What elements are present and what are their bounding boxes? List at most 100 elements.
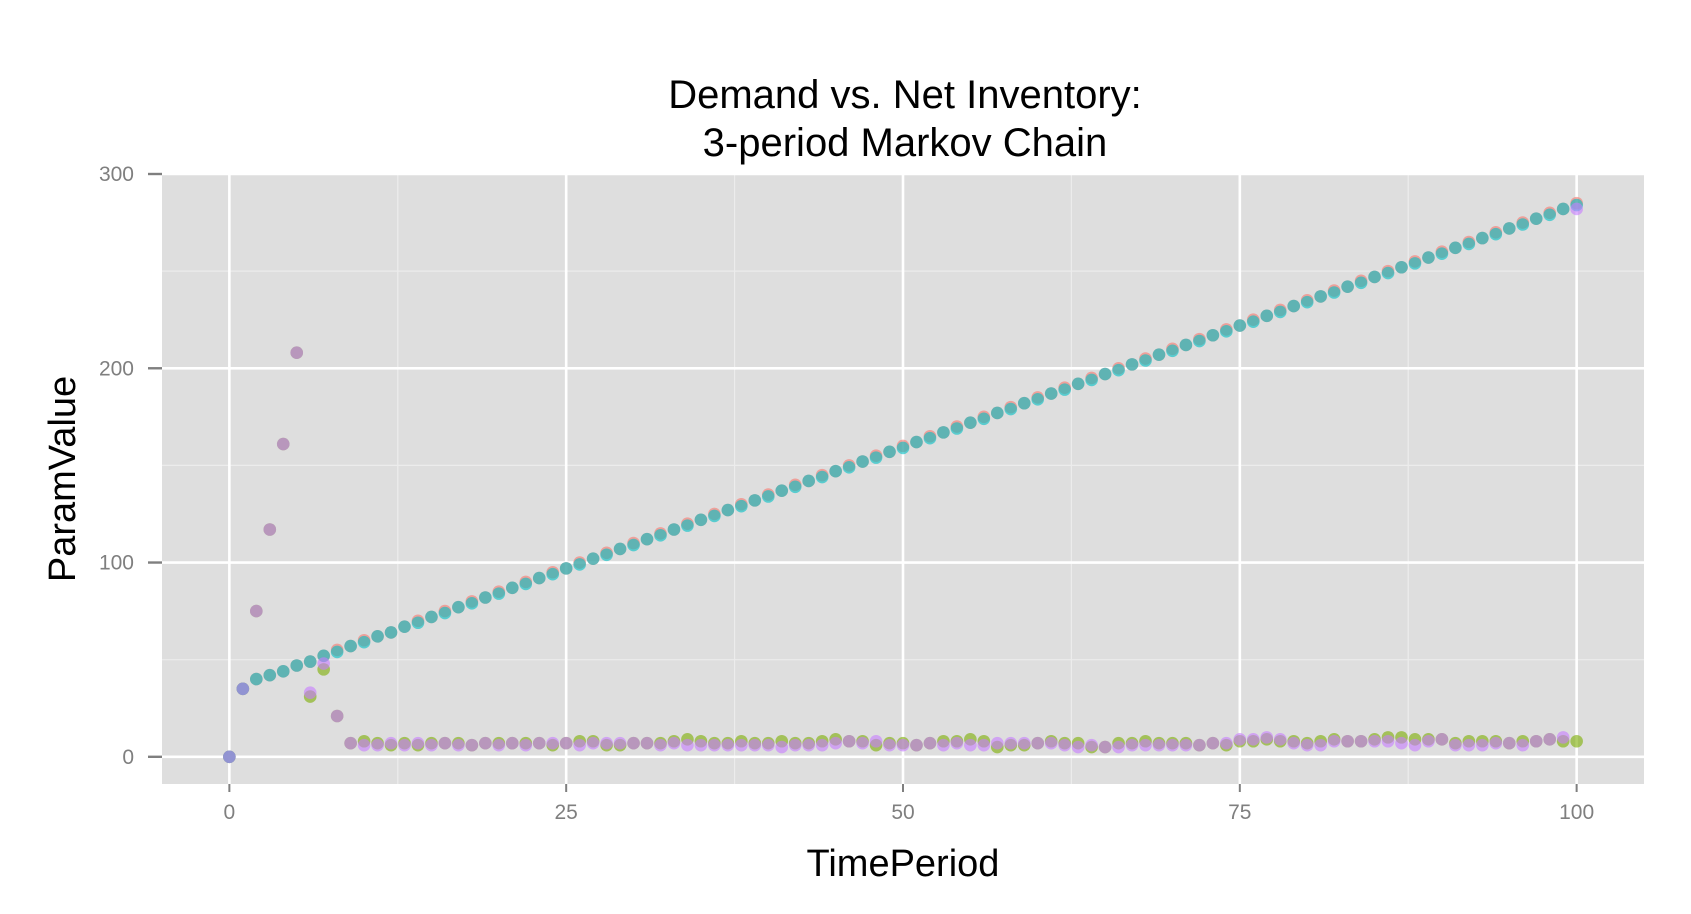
data-point-series-3 bbox=[1502, 222, 1516, 235]
data-point-series-4 bbox=[1273, 733, 1287, 746]
data-point-series-4 bbox=[357, 738, 371, 752]
data-point-series-4 bbox=[586, 736, 600, 750]
data-point-series-3 bbox=[1031, 393, 1045, 406]
data-point-series-4 bbox=[1449, 738, 1462, 752]
data-point-series-3 bbox=[1152, 348, 1166, 361]
data-point-series-3 bbox=[1287, 299, 1301, 313]
data-point-series-4 bbox=[425, 738, 438, 752]
data-point-series-4 bbox=[1071, 740, 1085, 754]
x-tick-label: 25 bbox=[555, 801, 578, 824]
data-point-series-3 bbox=[559, 562, 573, 575]
data-point-series-3 bbox=[775, 484, 789, 497]
data-point-series-3 bbox=[411, 616, 425, 630]
data-point-series-4 bbox=[465, 738, 479, 752]
data-point-series-4 bbox=[573, 738, 586, 752]
data-point-series-4 bbox=[479, 736, 492, 750]
data-point-series-3 bbox=[977, 412, 991, 426]
chart-title-line-1: Demand vs. Net Inventory: bbox=[668, 73, 1142, 117]
data-point-series-4 bbox=[532, 736, 546, 750]
data-point-series-3 bbox=[815, 470, 829, 484]
data-point-series-4 bbox=[236, 682, 250, 696]
data-point-series-3 bbox=[492, 587, 506, 600]
data-point-series-3 bbox=[1341, 280, 1354, 293]
data-point-series-3 bbox=[1233, 319, 1247, 332]
data-point-series-4 bbox=[1314, 738, 1327, 752]
data-point-series-3 bbox=[276, 665, 290, 678]
data-point-series-4 bbox=[1422, 734, 1435, 748]
data-point-series-3 bbox=[735, 499, 748, 513]
data-points bbox=[223, 196, 1583, 764]
data-point-series-4 bbox=[1570, 202, 1583, 216]
data-point-series-4 bbox=[1354, 734, 1368, 748]
data-point-series-4 bbox=[842, 734, 856, 748]
data-point-series-3 bbox=[1489, 227, 1503, 241]
data-point-series-3 bbox=[681, 519, 694, 532]
data-point-series-3 bbox=[1556, 202, 1570, 216]
data-point-series-4 bbox=[681, 738, 694, 752]
data-point-series-3 bbox=[546, 567, 560, 581]
data-point-series-4 bbox=[964, 738, 977, 752]
y-axis: 0 100 200 300 bbox=[99, 163, 162, 769]
data-point-series-4 bbox=[1152, 738, 1166, 752]
data-point-series-4 bbox=[1556, 731, 1570, 744]
data-point-series-3 bbox=[586, 552, 600, 565]
data-point-series-3 bbox=[748, 494, 762, 507]
data-point-series-3 bbox=[640, 532, 654, 546]
data-point-series-3 bbox=[344, 639, 357, 653]
data-point-series-3 bbox=[1435, 247, 1449, 260]
data-point-series-3 bbox=[303, 655, 317, 668]
y-tick-label: 100 bbox=[99, 552, 134, 575]
data-point-series-3 bbox=[398, 620, 411, 633]
data-point-series-3 bbox=[923, 431, 937, 445]
data-point-series-4 bbox=[384, 736, 398, 750]
data-point-series-3 bbox=[600, 548, 613, 562]
data-point-series-4 bbox=[667, 736, 681, 750]
data-point-series-3 bbox=[1112, 363, 1125, 377]
data-point-series-4 bbox=[317, 657, 330, 670]
data-point-series-3 bbox=[788, 480, 802, 494]
data-point-series-3 bbox=[371, 630, 384, 643]
data-point-series-4 bbox=[802, 738, 815, 752]
data-point-series-4 bbox=[815, 738, 829, 752]
data-point-series-3 bbox=[1422, 251, 1435, 264]
y-tick-label: 200 bbox=[99, 357, 134, 380]
data-point-series-3 bbox=[1179, 338, 1193, 352]
data-point-series-4 bbox=[546, 736, 560, 750]
data-point-series-3 bbox=[1098, 367, 1112, 381]
chart-title-line-2: 3-period Markov Chain bbox=[703, 121, 1108, 165]
data-point-series-4 bbox=[1502, 736, 1516, 750]
data-point-series-4 bbox=[411, 736, 425, 750]
data-point-series-4 bbox=[223, 750, 236, 764]
data-point-series-3 bbox=[1139, 354, 1152, 367]
data-point-series-3 bbox=[694, 513, 708, 527]
data-point-series-4 bbox=[748, 738, 762, 752]
data-point-series-4 bbox=[708, 738, 721, 752]
data-point-series-4 bbox=[505, 736, 519, 750]
data-point-series-3 bbox=[991, 406, 1004, 420]
data-point-series-3 bbox=[950, 422, 964, 435]
y-tick-label: 300 bbox=[99, 163, 134, 186]
data-point-series-4 bbox=[775, 740, 789, 754]
data-point-series-4 bbox=[1300, 738, 1314, 752]
x-tick-label: 0 bbox=[224, 801, 236, 824]
data-point-series-4 bbox=[1166, 738, 1179, 752]
data-point-series-4 bbox=[303, 686, 317, 699]
data-point-series-3 bbox=[964, 416, 977, 429]
data-point-series-3 bbox=[1476, 231, 1489, 245]
data-point-series-3 bbox=[1516, 218, 1530, 231]
data-point-series-3 bbox=[573, 558, 586, 571]
data-point-series-4 bbox=[263, 523, 277, 536]
data-point-series-4 bbox=[330, 709, 344, 723]
data-point-series-4 bbox=[1529, 734, 1543, 748]
data-point-series-3 bbox=[1300, 295, 1314, 309]
data-point-series-4 bbox=[1435, 733, 1449, 746]
data-point-series-3 bbox=[1058, 383, 1071, 396]
data-point-series-3 bbox=[479, 591, 492, 604]
data-point-series-3 bbox=[1368, 270, 1381, 284]
data-point-series-3 bbox=[1529, 212, 1543, 225]
data-point-series-3 bbox=[910, 435, 923, 449]
data-point-series-3 bbox=[1273, 305, 1287, 319]
data-point-series-4 bbox=[1246, 733, 1260, 746]
data-point-series-3 bbox=[1246, 315, 1260, 328]
